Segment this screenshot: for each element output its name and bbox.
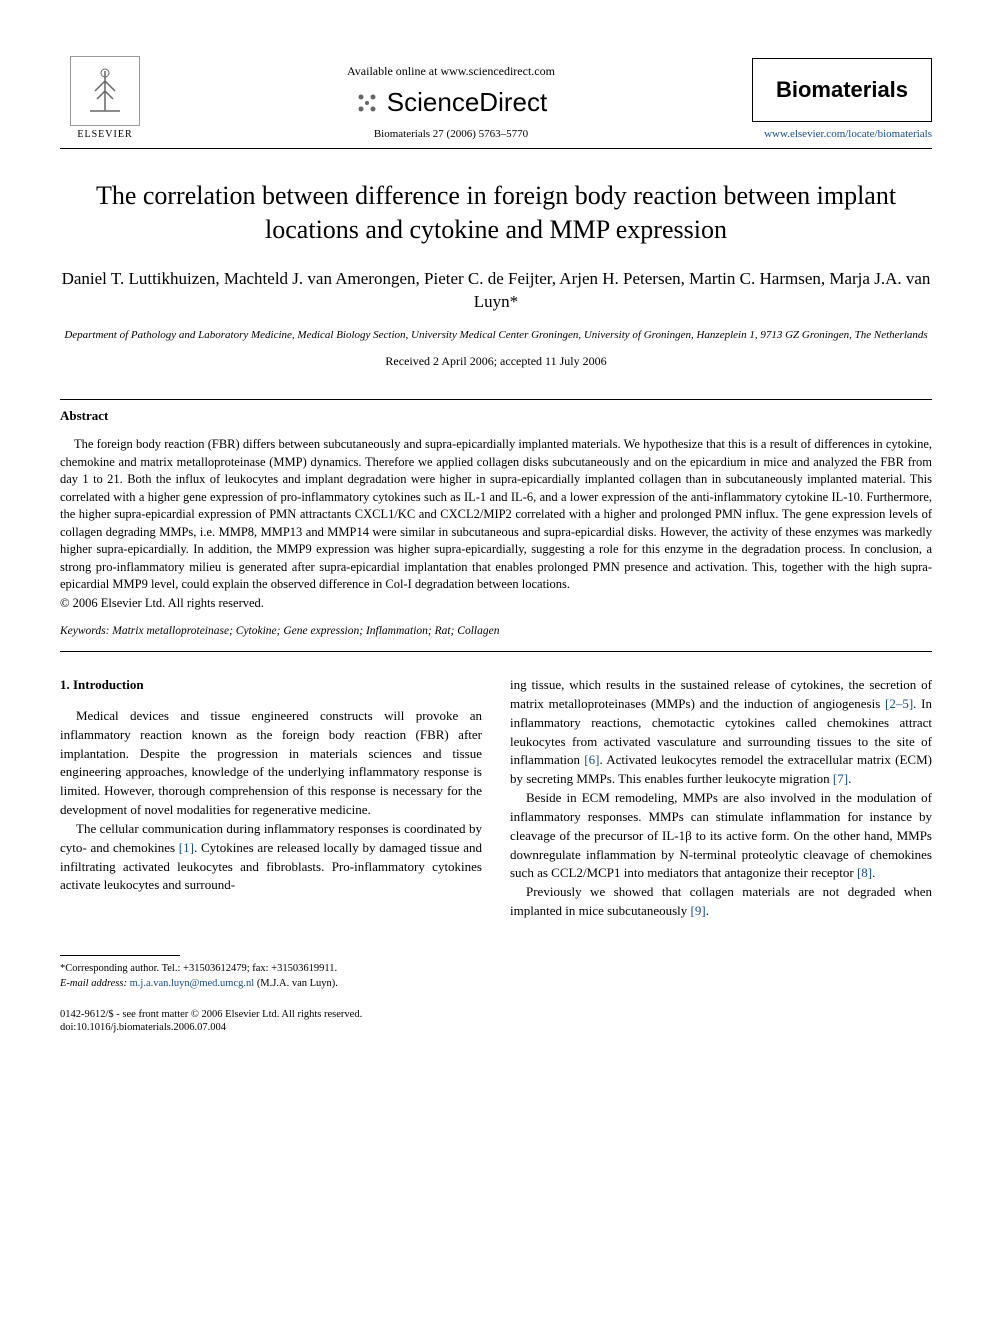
corresponding-author-footnote: *Corresponding author. Tel.: +3150361247… [60,962,482,991]
header-rule [60,148,932,149]
footnote-corresponding: *Corresponding author. Tel.: +3150361247… [60,962,482,977]
authors: Daniel T. Luttikhuizen, Machteld J. van … [60,267,932,315]
abstract-top-rule [60,399,932,400]
publisher-name: ELSEVIER [77,129,132,140]
c2p3-a: Previously we showed that collagen mater… [510,884,932,918]
center-header: Available online at www.sciencedirect.co… [150,64,752,140]
col2-paragraph-2: Beside in ECM remodeling, MMPs are also … [510,789,932,883]
intro-heading: 1. Introduction [60,676,482,695]
reference-link[interactable]: [9] [691,903,706,918]
elsevier-tree-icon [70,56,140,126]
email-address[interactable]: m.j.a.van.luyn@med.umcg.nl [130,978,255,989]
journal-name-box: Biomaterials [752,58,932,122]
footer-copyright: 0142-9612/$ - see front matter © 2006 El… [60,1008,482,1022]
sciencedirect-text: ScienceDirect [387,87,547,118]
abstract-bottom-rule [60,651,932,652]
reference-link[interactable]: [2–5] [885,696,913,711]
footer: 0142-9612/$ - see front matter © 2006 El… [60,1008,482,1035]
email-label: E-mail address: [60,978,127,989]
journal-url[interactable]: www.elsevier.com/locate/biomaterials [752,128,932,140]
col2-paragraph-3: Previously we showed that collagen mater… [510,883,932,921]
col2-paragraph-1: ing tissue, which results in the sustain… [510,676,932,789]
reference-link[interactable]: [6] [584,752,599,767]
footnote-email-line: E-mail address: m.j.a.van.luyn@med.umcg.… [60,977,482,992]
article-dates: Received 2 April 2006; accepted 11 July … [60,354,932,369]
intro-paragraph-2: The cellular communication during inflam… [60,820,482,895]
body-columns: 1. Introduction Medical devices and tiss… [60,676,932,1035]
sciencedirect-icon [355,91,379,115]
c2p1-a: ing tissue, which results in the sustain… [510,677,932,711]
keywords-list: Matrix metalloproteinase; Cytokine; Gene… [112,625,499,637]
sciencedirect-logo: ScienceDirect [150,87,752,118]
article-title: The correlation between difference in fo… [60,179,932,247]
publisher-logo: ELSEVIER [60,40,150,140]
email-author-name: (M.J.A. van Luyn). [257,978,338,989]
affiliation: Department of Pathology and Laboratory M… [60,328,932,342]
reference-link[interactable]: [8] [857,865,872,880]
keywords-label: Keywords: [60,625,109,637]
abstract-copyright: © 2006 Elsevier Ltd. All rights reserved… [60,596,932,611]
c2p1-d: . [848,771,851,786]
intro-paragraph-1: Medical devices and tissue engineered co… [60,707,482,820]
column-right: ing tissue, which results in the sustain… [510,676,932,1035]
citation-line: Biomaterials 27 (2006) 5763–5770 [150,128,752,140]
column-left: 1. Introduction Medical devices and tiss… [60,676,482,1035]
footnote-separator [60,955,180,956]
journal-box-wrapper: Biomaterials www.elsevier.com/locate/bio… [752,58,932,140]
c2p2-b: . [872,865,875,880]
available-online-text: Available online at www.sciencedirect.co… [150,64,752,79]
keywords: Keywords: Matrix metalloproteinase; Cyto… [60,625,932,637]
abstract-body: The foreign body reaction (FBR) differs … [60,436,932,594]
footer-doi: doi:10.1016/j.biomaterials.2006.07.004 [60,1021,482,1035]
reference-link[interactable]: [1] [179,840,194,855]
header-row: ELSEVIER Available online at www.science… [60,40,932,140]
reference-link[interactable]: [7] [833,771,848,786]
abstract-heading: Abstract [60,408,932,424]
c2p3-b: . [706,903,709,918]
